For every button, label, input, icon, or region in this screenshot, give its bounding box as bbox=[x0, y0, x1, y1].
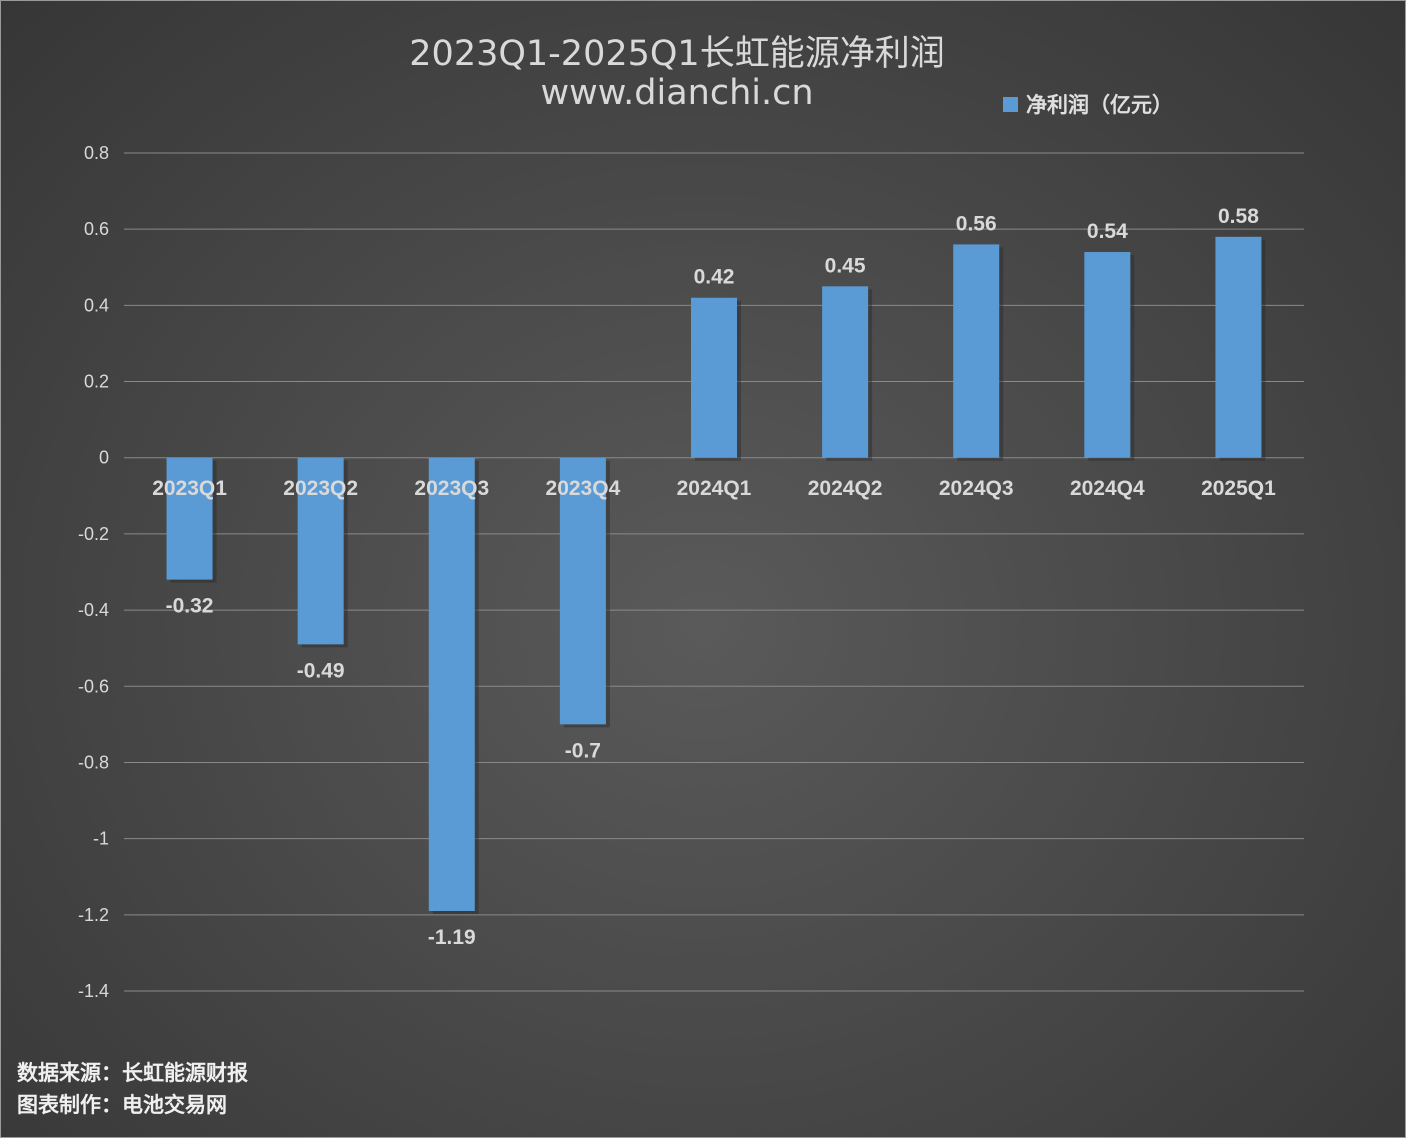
x-tick-label: 2024Q1 bbox=[677, 477, 752, 500]
y-tick-label: -0.4 bbox=[78, 600, 109, 620]
x-tick-label: 2024Q4 bbox=[1070, 477, 1145, 500]
y-tick-label: 0 bbox=[99, 448, 109, 468]
x-tick-label: 2025Q1 bbox=[1201, 477, 1276, 500]
bar bbox=[428, 457, 475, 912]
y-tick-label: 0.4 bbox=[84, 295, 109, 315]
y-tick-label: -0.6 bbox=[78, 676, 109, 696]
y-tick-label: -0.8 bbox=[78, 752, 109, 772]
data-label: -0.7 bbox=[565, 739, 601, 762]
y-tick-label: -0.2 bbox=[78, 524, 109, 544]
footer-source: 数据来源：长虹能源财报 bbox=[17, 1061, 248, 1085]
y-tick-label: -1 bbox=[93, 829, 109, 849]
footer-credit: 图表制作：电池交易网 bbox=[17, 1093, 227, 1117]
data-label: -0.32 bbox=[166, 595, 214, 618]
x-tick-label: 2024Q2 bbox=[808, 477, 883, 500]
bar bbox=[822, 286, 869, 458]
data-label: 0.45 bbox=[825, 254, 866, 277]
legend: 净利润（亿元） bbox=[1003, 89, 1173, 119]
data-label: 0.56 bbox=[956, 212, 997, 235]
data-label: 0.58 bbox=[1218, 205, 1259, 228]
bar bbox=[1084, 252, 1131, 458]
data-label: 0.42 bbox=[694, 266, 735, 289]
y-tick-label: -1.4 bbox=[78, 981, 109, 1001]
x-tick-label: 2024Q3 bbox=[939, 477, 1014, 500]
legend-swatch bbox=[1003, 96, 1018, 112]
data-label: -1.19 bbox=[428, 926, 476, 949]
legend-label: 净利润（亿元） bbox=[1026, 93, 1173, 117]
bar bbox=[953, 244, 1000, 458]
y-tick-label: -1.2 bbox=[78, 905, 109, 925]
bar bbox=[691, 297, 737, 458]
y-tick-label: 0.8 bbox=[84, 143, 109, 163]
bar bbox=[297, 457, 344, 645]
x-tick-label: 2023Q2 bbox=[283, 477, 358, 500]
y-tick-label: 0.2 bbox=[84, 372, 109, 392]
label-layer: 0.8 0.6 0.4 0.2 0 -0.2 -0.4 -0.6 -0.8 -1 -1.2 -1.4 2… bbox=[78, 143, 1276, 1001]
x-tick-label: 2023Q3 bbox=[414, 477, 489, 500]
y-tick-label: 0.6 bbox=[84, 219, 109, 239]
bar-layer bbox=[166, 236, 1266, 915]
x-tick-label: 2023Q1 bbox=[152, 477, 227, 500]
data-label: 0.54 bbox=[1087, 220, 1128, 243]
bar bbox=[1215, 236, 1262, 458]
x-tick-label: 2023Q4 bbox=[546, 477, 621, 500]
bar bbox=[559, 457, 606, 725]
chart-title: 2023Q1-2025Q1长虹能源净利润 bbox=[409, 34, 945, 74]
data-label: -0.49 bbox=[297, 659, 345, 682]
bar bbox=[166, 457, 213, 580]
chart-subtitle: www.dianchi.cn bbox=[540, 73, 814, 113]
